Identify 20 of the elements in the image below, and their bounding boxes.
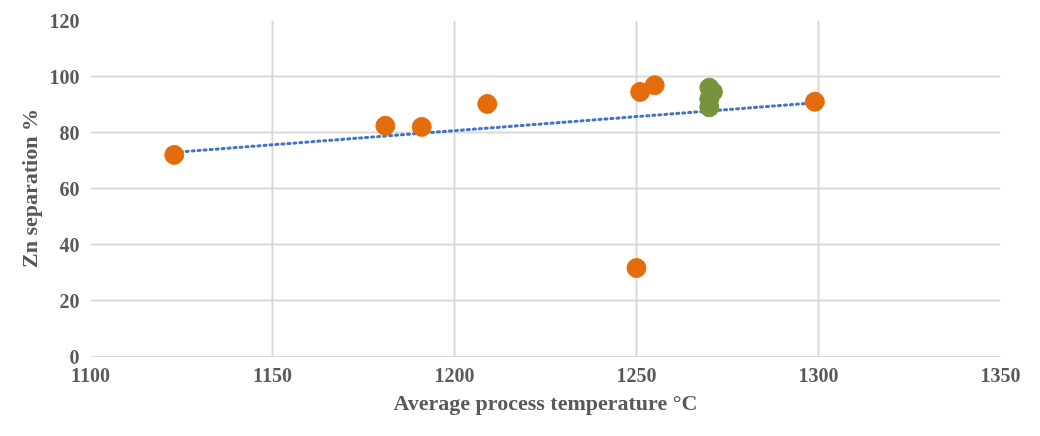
x-tick-label: 1200 [434, 363, 475, 386]
y-tick-label: 60 [59, 177, 80, 200]
y-tick-label: 40 [59, 233, 80, 256]
point [804, 91, 825, 112]
point [644, 75, 665, 96]
point [375, 115, 396, 136]
x-tick-label: 1300 [798, 363, 839, 386]
y-tick-label: 120 [49, 9, 80, 32]
point [164, 144, 185, 165]
point [411, 116, 432, 137]
x-tick-label: 1150 [253, 363, 292, 386]
x-axis-title: Average process temperature °C [393, 389, 698, 415]
y-tick-label: 80 [59, 121, 80, 144]
y-tick-label: 100 [49, 65, 80, 88]
x-tick-label: 1250 [616, 363, 657, 386]
point [477, 93, 498, 114]
y-tick-label: 20 [59, 289, 80, 312]
x-tick-label: 1350 [980, 363, 1021, 386]
y-axis-title: Zn separation % [16, 109, 42, 268]
point [626, 258, 647, 278]
